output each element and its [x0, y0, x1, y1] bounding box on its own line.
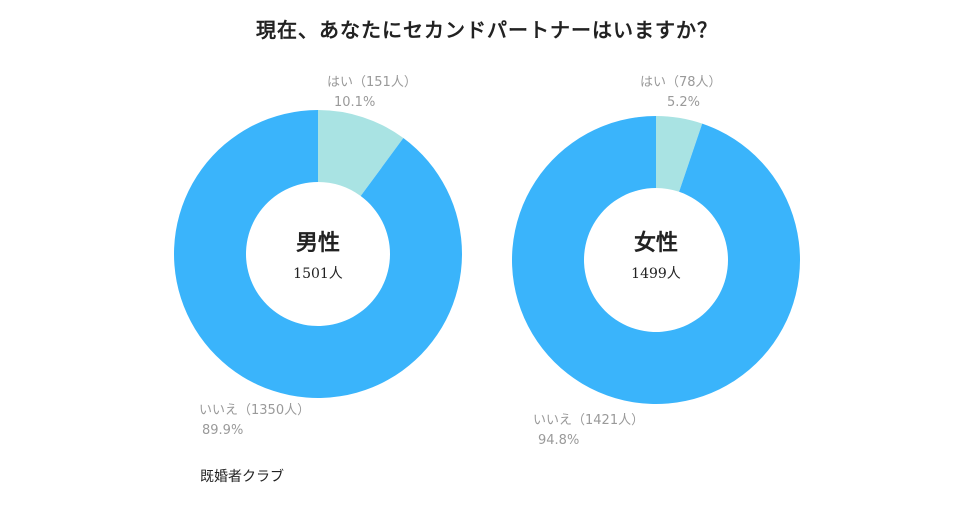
label-female-no: いいえ（1421人）: [533, 413, 644, 428]
label-female-yes: はい（78人）: [640, 75, 722, 90]
slice-male-yes: [318, 110, 404, 197]
slice-female-yes: [656, 116, 703, 192]
center-label-female: 女性: [634, 230, 678, 256]
source-credit: 既婚者クラブ: [200, 469, 284, 485]
slice-male-no: [174, 110, 462, 398]
label-male-no: いいえ（1350人）: [199, 403, 310, 418]
percent-female-no: 94.8%: [538, 433, 579, 448]
donut-male: 男性 1501人 はい（151人） 10.1% いいえ（1350人） 89.9%: [174, 75, 462, 438]
center-total-female: 1499人: [631, 266, 681, 282]
percent-male-no: 89.9%: [202, 423, 243, 438]
center-total-male: 1501人: [293, 266, 343, 282]
label-male-yes: はい（151人）: [327, 75, 417, 90]
chart-title: 現在、あなたにセカンドパートナーはいますか？: [256, 18, 718, 42]
percent-male-yes: 10.1%: [334, 95, 375, 110]
slice-female-no: [512, 116, 801, 405]
donut-female: 女性 1499人 はい（78人） 5.2% いいえ（1421人） 94.8%: [512, 75, 801, 448]
center-label-male: 男性: [296, 230, 340, 256]
percent-female-yes: 5.2%: [667, 95, 700, 110]
